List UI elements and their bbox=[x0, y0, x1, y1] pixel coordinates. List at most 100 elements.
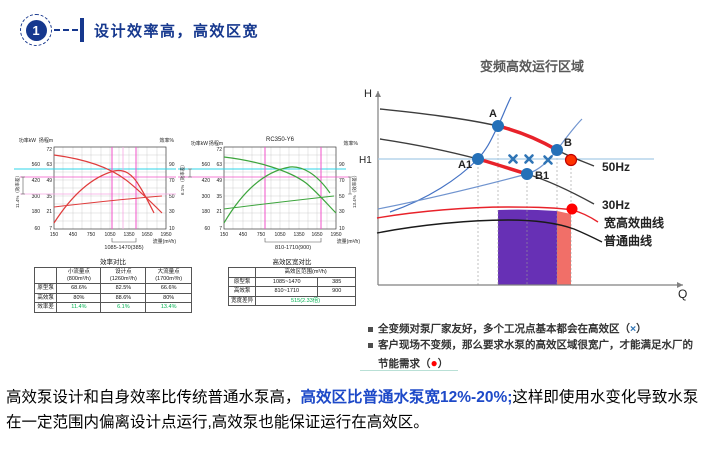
tick-label: 60 bbox=[34, 226, 40, 232]
tick-label: 60 bbox=[204, 226, 210, 232]
tick-label: 150 bbox=[220, 232, 229, 238]
cell: 900 bbox=[317, 286, 356, 297]
label-30hz: 30Hz bbox=[602, 198, 630, 212]
pump1-flow-label: 流量(m³/h) bbox=[153, 238, 176, 245]
label-wide-curve: 宽高效曲线 bbox=[603, 215, 664, 230]
tick-label: 420 bbox=[32, 178, 41, 184]
tick-label: 1650 bbox=[141, 232, 152, 238]
tick-label: 30 bbox=[169, 209, 175, 215]
tick-label: 150 bbox=[50, 232, 59, 238]
col-header bbox=[33, 266, 58, 285]
tick-label: 1950 bbox=[160, 232, 171, 238]
label-normal-curve: 普通曲线 bbox=[604, 233, 652, 248]
pump1-diff-label: 11.4%（效率差） bbox=[14, 173, 21, 208]
cell: 515(2.33倍) bbox=[255, 295, 356, 307]
pump2-power-unit: 功率kW bbox=[191, 140, 209, 147]
header-dash-connector bbox=[54, 29, 78, 31]
vfd-diagram: 变频高效运行区域 H Q H1 bbox=[358, 56, 706, 320]
red-dot-icon: ● bbox=[430, 355, 438, 370]
table-row: 高效泵 80% 88.6% 80% bbox=[33, 292, 192, 304]
pump2-range-bracket bbox=[264, 238, 322, 243]
label-b1: B1 bbox=[535, 170, 549, 182]
pump1-head-curve bbox=[53, 154, 163, 214]
x-axis-label: Q bbox=[678, 287, 687, 301]
pump1-range-bracket bbox=[111, 238, 137, 243]
bullet-list: 全变频对泵厂家友好，多个工况点基本都会在高效区（×） 客户现场不变频，那么要求水… bbox=[368, 322, 700, 372]
tick-label: 21 bbox=[216, 209, 222, 215]
cell: 13.4% bbox=[145, 302, 192, 313]
pump2-range-label: 810-1710(900) bbox=[275, 245, 311, 251]
point-a1 bbox=[472, 153, 484, 165]
tick-label: 10 bbox=[169, 226, 175, 232]
pump1-efficiency-curve bbox=[53, 169, 155, 224]
efficiency-table: 效率对比 小流量点(800m³/h) 设计点(1260m³/h) 大流量点(17… bbox=[33, 256, 192, 313]
x-axis-arrow bbox=[677, 282, 683, 288]
label-a1: A1 bbox=[458, 159, 472, 171]
col-header: 设计点(1260m³/h) bbox=[100, 266, 147, 285]
pump2-left-diff-bracket bbox=[188, 168, 192, 178]
step-badge: 1 bbox=[25, 19, 47, 41]
tick-label: 1050 bbox=[274, 232, 285, 238]
tick-label: 50 bbox=[339, 194, 345, 200]
y-axis-label: H bbox=[364, 88, 372, 100]
system-curve-b bbox=[377, 118, 583, 210]
table-row: 高效泵 810~1710 900 bbox=[227, 286, 356, 297]
pump1-grid bbox=[53, 146, 167, 230]
pump1-power-unit: 功率kW bbox=[19, 137, 37, 144]
cell: 810~1710 bbox=[255, 286, 319, 297]
tick-label: 180 bbox=[32, 209, 41, 215]
bullet-text: 客户现场不变频，那么要求水泵的高效区域很宽广，才能满足水厂的节能需求（●） bbox=[378, 338, 693, 370]
tick-label: 49 bbox=[216, 178, 222, 184]
row-header: 宽度差异 bbox=[227, 295, 257, 307]
summary-text-2: 这样即使用水变化导致水泵在一定范围内偏离设计点运行,高效泵也能保证运行在高效区。 bbox=[6, 389, 699, 431]
col-header: 大流量点(1700m³/h) bbox=[145, 266, 192, 285]
cell: 88.6% bbox=[100, 292, 147, 304]
tick-label: 1350 bbox=[123, 232, 134, 238]
divider-line bbox=[360, 370, 458, 371]
pump1-performance-chart: 功率kW 扬程m 效率% 72 63 49 35 21 7 560 420 30… bbox=[14, 137, 176, 251]
tick-label: 7 bbox=[219, 226, 222, 232]
tick-label: 750 bbox=[257, 232, 266, 238]
wide-efficiency-curve bbox=[376, 206, 599, 223]
tick-label: 72 bbox=[46, 147, 52, 153]
cell: 68.6% bbox=[56, 283, 102, 294]
red-extended-zone bbox=[557, 211, 571, 285]
table-row: 原型泵 68.6% 82.5% 66.6% bbox=[33, 283, 192, 294]
row-header: 效率差 bbox=[33, 302, 58, 313]
row-header: 高效泵 bbox=[33, 292, 58, 304]
diagram-title: 变频高效运行区域 bbox=[479, 59, 584, 74]
list-item: 全变频对泵厂家友好，多个工况点基本都会在高效区（×） bbox=[368, 322, 700, 338]
tick-label: 750 bbox=[87, 232, 96, 238]
cell: 80% bbox=[56, 292, 102, 304]
point-a bbox=[492, 120, 504, 132]
pump1-range-label: 1085-1470(385) bbox=[104, 245, 143, 251]
cell: 80% bbox=[145, 292, 192, 304]
label-50hz: 50Hz bbox=[602, 160, 630, 174]
pump2-plot-border bbox=[223, 146, 337, 230]
pump2-right-diff-label: 13.4%（效率差） bbox=[351, 173, 358, 208]
col-header: 小流量点(800m³/h) bbox=[56, 266, 102, 285]
tick-label: 420 bbox=[202, 178, 211, 184]
vfd-diagram-canvas: H Q H1 bbox=[359, 88, 687, 301]
system-curve-a bbox=[389, 96, 512, 213]
tick-label: 560 bbox=[202, 162, 211, 168]
list-item: 客户现场不变频，那么要求水泵的高效区域很宽广，才能满足水厂的节能需求（●） bbox=[368, 338, 700, 373]
tick-label: 90 bbox=[169, 162, 175, 168]
table-row: 宽度差异 515(2.33倍) bbox=[227, 295, 356, 307]
tick-label: 90 bbox=[339, 162, 345, 168]
point-b bbox=[551, 144, 563, 156]
efficiency-table-title: 效率对比 bbox=[100, 259, 126, 266]
pump1-head-unit: 扬程m bbox=[39, 137, 53, 144]
curve-50hz bbox=[379, 108, 595, 167]
cell: 1085~1470 bbox=[255, 276, 319, 288]
tick-label: 35 bbox=[46, 194, 52, 200]
operating-point-x-marks bbox=[508, 154, 553, 165]
tick-label: 50 bbox=[169, 194, 175, 200]
col-header: 高效区范围(m³/h) bbox=[255, 267, 356, 278]
row-header: 原型泵 bbox=[33, 283, 58, 294]
pump1-eff-unit: 效率% bbox=[160, 137, 175, 144]
table-row: 效率差 11.4% 6.1% 13.4% bbox=[33, 302, 192, 313]
cell: 385 bbox=[317, 276, 356, 288]
pump1-plot-border bbox=[53, 146, 167, 230]
